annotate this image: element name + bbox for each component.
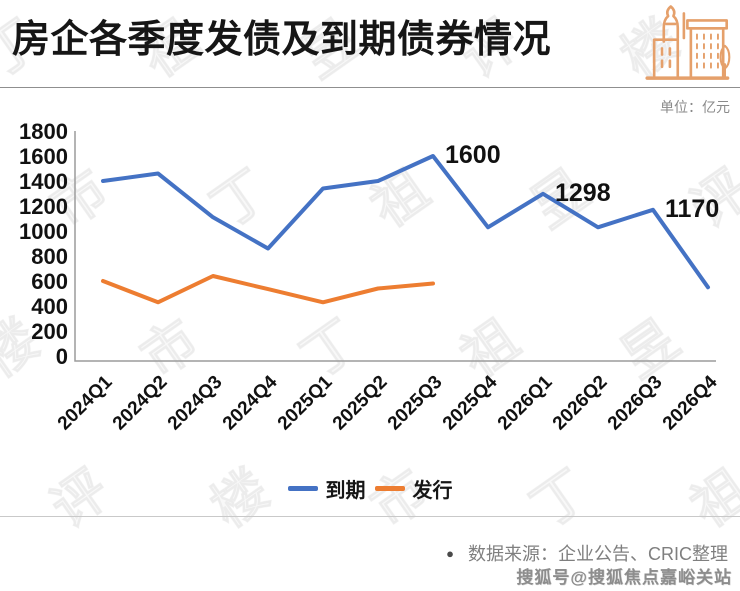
y-tick-label: 200 [31, 319, 68, 344]
data-source-text: 数据来源：企业公告、CRIC整理 [468, 544, 728, 564]
legend-label-maturity: 到期 [325, 480, 366, 502]
issuance-line [101, 274, 435, 305]
x-axis-label: 2024Q1 [54, 371, 117, 434]
footer-divider [0, 516, 740, 517]
y-tick-label: 0 [56, 344, 68, 369]
legend-item-issuance: 发行 [374, 474, 453, 503]
right-building-windows [696, 33, 719, 69]
x-axis-label: 2025Q4 [439, 371, 502, 434]
data-label: 1298 [555, 179, 611, 207]
data-label: 1600 [445, 141, 501, 169]
chart-legend: 到期 发行 [0, 474, 740, 503]
x-axis-label: 2024Q2 [109, 372, 172, 435]
x-axis-label: 2024Q4 [219, 371, 282, 434]
x-axis-label: 2026Q2 [549, 372, 612, 435]
y-tick-label: 400 [31, 294, 68, 319]
bullet-icon: ● [446, 545, 454, 561]
y-tick-label: 1000 [19, 219, 68, 244]
dome-tower-shape [662, 5, 680, 43]
y-tick-label: 1400 [19, 169, 68, 194]
legend-label-issuance: 发行 [412, 480, 453, 502]
tree-shape [719, 44, 731, 80]
y-tick-label: 800 [31, 244, 68, 269]
x-axis-label: 2024Q3 [164, 372, 227, 435]
maturity-line [101, 154, 710, 290]
data-source-row: ● 数据来源：企业公告、CRIC整理 [446, 540, 728, 566]
header: 房企各季度发债及到期债券情况 [0, 0, 740, 88]
y-tick-label: 1800 [19, 119, 68, 144]
y-tick-label: 1200 [19, 194, 68, 219]
left-building [652, 38, 680, 80]
y-tick-label: 1600 [19, 144, 68, 169]
data-label: 1170 [665, 195, 719, 223]
y-tick-label: 600 [31, 269, 68, 294]
x-axis-label: 2026Q4 [659, 371, 722, 434]
maturity-line-swatch [287, 486, 318, 491]
left-building-windows [660, 47, 672, 69]
x-axis-label: 2025Q1 [274, 371, 337, 434]
x-axis-label: 2026Q1 [494, 371, 557, 434]
unit-label: 单位：亿元 [660, 99, 730, 115]
line-chart: 1800160014001200100080060040020002024Q12… [19, 119, 722, 435]
x-axis-label: 2025Q2 [329, 372, 392, 435]
legend-item-maturity: 到期 [287, 474, 366, 503]
x-axis-label: 2026Q3 [604, 372, 667, 435]
issuance-line-swatch [374, 486, 405, 491]
x-axis-label: 2025Q3 [384, 372, 447, 435]
buildings-icon [645, 5, 731, 80]
page-title: 房企各季度发债及到期债券情况 [12, 19, 552, 61]
axis-lines [74, 131, 716, 362]
sohu-credit-watermark: 搜狐号@搜狐焦点嘉峪关站 [516, 568, 732, 587]
